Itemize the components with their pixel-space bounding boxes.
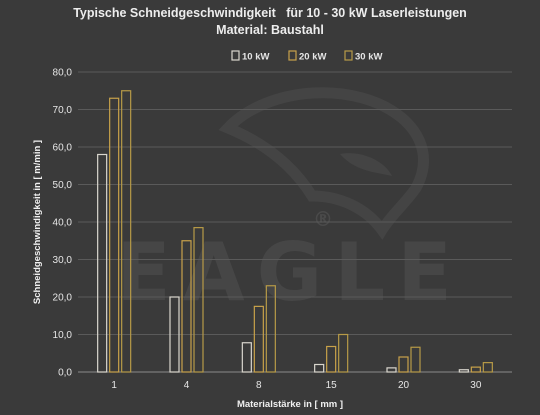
y-tick-label: 40,0 (53, 218, 73, 229)
grid-lines (78, 71, 512, 373)
bar-10kw-20 (386, 367, 397, 373)
y-tick-label: 20,0 (53, 293, 73, 304)
y-tick-label: 80,0 (53, 68, 73, 79)
x-tick-label: 30 (470, 380, 482, 391)
y-axis-ticks: 0,0 10,0 20,0 30,0 40,0 50,0 60,0 70,0 80,0 (53, 68, 73, 379)
y-tick-label: 60,0 (53, 143, 73, 154)
bar-10kw-30 (458, 369, 469, 373)
x-axis-ticks: 1 4 8 15 20 30 (111, 380, 481, 391)
legend-swatch (344, 50, 353, 61)
bar-20kw-1 (109, 97, 120, 373)
bar-20kw-4 (181, 240, 192, 373)
y-tick-label: 0,0 (58, 368, 72, 379)
bar-30kw-1 (121, 90, 132, 373)
bars (97, 90, 493, 373)
x-axis-label: Materialstärke in [ mm ] (237, 399, 343, 410)
chart-title: Typische Schneidgeschwindigkeit für 10 -… (73, 6, 467, 20)
legend: 10 kW 20 kW 30 kW (231, 50, 382, 63)
bar-10kw-8 (241, 342, 252, 373)
x-tick-label: 20 (398, 380, 410, 391)
bar-10kw-1 (97, 153, 108, 373)
y-tick-label: 30,0 (53, 255, 73, 266)
legend-label: 30 kW (355, 52, 382, 63)
bar-30kw-8 (265, 285, 276, 373)
y-axis-label: Schneidgeschwindigkeit in [ m/min ] (32, 140, 43, 304)
bar-30kw-30 (482, 362, 493, 373)
chart-subtitle: Material: Baustahl (216, 23, 324, 37)
eagle-beak-icon (340, 153, 392, 176)
y-tick-label: 10,0 (53, 330, 73, 341)
bar-30kw-4 (193, 227, 204, 373)
eagle-watermark: EAGLE ® (116, 87, 464, 319)
x-tick-label: 4 (184, 380, 190, 391)
x-tick-label: 15 (326, 380, 338, 391)
bar-10kw-4 (169, 296, 180, 373)
y-tick-label: 70,0 (53, 105, 73, 116)
bar-10kw-15 (314, 363, 325, 373)
legend-label: 10 kW (242, 52, 269, 63)
legend-swatch (231, 50, 240, 61)
bar-20kw-20 (398, 356, 409, 373)
watermark-text: EAGLE (116, 226, 464, 319)
x-tick-label: 8 (256, 380, 262, 391)
x-tick-label: 1 (111, 380, 117, 391)
registered-mark: ® (313, 207, 333, 231)
legend-label: 20 kW (299, 52, 326, 63)
bar-20kw-30 (470, 366, 481, 373)
bar-30kw-20 (410, 346, 421, 373)
y-tick-label: 50,0 (53, 180, 73, 191)
legend-swatch (288, 50, 297, 61)
bar-20kw-15 (326, 345, 337, 373)
bar-20kw-8 (253, 305, 264, 373)
bar-30kw-15 (338, 333, 349, 373)
